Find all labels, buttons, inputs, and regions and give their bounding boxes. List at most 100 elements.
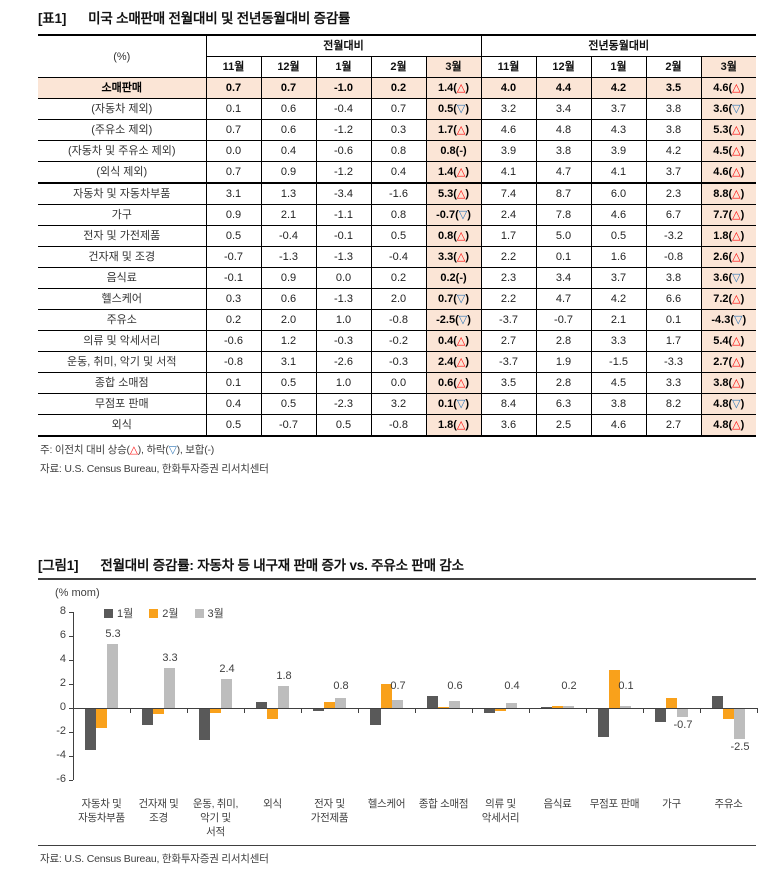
cell-mom-value: 0.3 [205,288,262,310]
cell-yoy-value: 3.8 [535,140,592,162]
chart-bar-1월 [541,707,552,708]
cell-mom-value: 0.0 [315,267,372,289]
x-tick [415,708,416,713]
table-row: (주유소 제외) 0.7 0.6 -1.2 0.3 1.7(△) 4.6 4.8 4.3 3.8 5… [38,119,757,141]
cell-yoy-value: 2.1 [590,309,647,331]
x-category-label: 외식 [263,798,282,810]
legend-swatch-icon [104,608,113,618]
table-row: 외식 0.5 -0.7 0.5 -0.8 1.8(△) 3.6 2.5 4.6 2.7 4.8(△) [38,414,757,437]
cell-yoy-march: 7.2(△) [700,288,757,310]
cell-yoy-value: 8.2 [645,393,702,415]
legend-item-1월: 1월 [104,605,133,621]
table-row: 운동, 취미, 악기 및 서적 -0.8 3.1 -2.6 -0.3 2.4(△) -3.7… [38,351,757,373]
cell-yoy-value: 4.6 [480,119,537,141]
x-tick [187,708,188,713]
chart-legend: 1월 2월 3월 [104,605,224,621]
cell-mom-value: -2.6 [315,351,372,373]
chart-bar-3월 [506,703,517,708]
chart-bar-3월 [449,700,460,708]
y-tick-label: 6 [59,629,66,641]
cell-mom-value: 0.7 [205,161,262,184]
cell-mom-value: 0.5 [260,372,317,394]
cell-mom-value: 0.2 [370,267,427,289]
table-row: 음식료 -0.1 0.9 0.0 0.2 0.2(-) 2.3 3.4 3.7 3.8 3.6(▽) [38,267,757,289]
chart-bar-3월 [392,699,403,708]
cell-mom-value: -1.3 [260,246,317,268]
cell-yoy-value: -1.5 [590,351,647,373]
cell-yoy-value: 4.6 [590,414,647,437]
cell-yoy-value: 6.0 [590,182,647,205]
month-header-cell: 2월 [370,56,427,78]
row-label: 헬스케어 [38,288,207,310]
cell-yoy-value: 1.6 [590,246,647,268]
cell-mom-march: 0.8(△) [425,225,482,247]
chart-bar-3월 [278,686,289,708]
cell-yoy-value: 2.3 [480,267,537,289]
y-tick [69,756,73,757]
cell-mom-value: 0.7 [205,77,262,99]
chart-title-divider [38,578,756,580]
cell-yoy-value: 4.1 [480,161,537,184]
cell-yoy-value: 6.3 [535,393,592,415]
retail-sales-table-wrap: (%) 전월대비 전년동월대비 11월 12월 1월 2월 3월 11월 12월 1월 2월 3월… [38,34,757,437]
cell-yoy-value: 3.9 [590,140,647,162]
legend-swatch-icon [194,608,204,618]
y-tick [69,636,73,637]
month-header-cell: 3월 [700,56,757,78]
cell-mom-value: 0.5 [370,225,427,247]
cell-yoy-value: 0.5 [590,225,647,247]
x-tick [586,708,587,713]
bar-value-label: -0.7 [673,719,693,732]
chart-bar-3월 [563,705,574,708]
row-label: 음식료 [38,267,207,289]
table-row: 의류 및 악세서리 -0.6 1.2 -0.3 -0.2 0.4(△) 2.7 2.8 3.3 1… [38,330,757,352]
cell-yoy-value: 5.0 [535,225,592,247]
chart-bar-2월 [153,709,164,714]
cell-yoy-value: -0.7 [535,309,592,331]
chart-bar-3월 [734,709,745,739]
x-category-label: 전자 및 가전제품 [310,798,349,824]
row-label: 주유소 [38,309,207,331]
cell-yoy-value: 6.7 [645,204,702,226]
cell-yoy-value: 4.2 [590,288,647,310]
cell-yoy-march: 3.6(▽) [700,98,757,120]
row-label: 외식 [38,414,207,437]
chart-bar-3월 [677,709,688,718]
month-header-cell: 3월 [425,56,482,78]
y-tick [69,708,73,709]
chart-bar-3월 [620,706,631,708]
chart-bar-2월 [495,709,506,712]
cell-yoy-value: -0.8 [645,246,702,268]
cell-mom-value: -0.8 [370,309,427,331]
chart-plot: 8 6 4 2 0 -2 -4 -6 5.3 3.3 2.4 1.8 0.8 0.7 0.6 0.4 0.2 0.… [56,605,758,785]
cell-yoy-value: 2.2 [480,246,537,268]
y-tick [69,612,73,613]
bar-value-label: 3.3 [162,652,178,665]
bar-value-label: 2.4 [219,663,235,676]
table-row: 전자 및 가전제품 0.5 -0.4 -0.1 0.5 0.8(△) 1.7 5.0 0.5 -3… [38,225,757,247]
legend-label: 1월 [117,608,134,620]
cell-mom-value: -0.6 [315,140,372,162]
cell-yoy-value: 2.8 [535,330,592,352]
cell-mom-value: 0.4 [370,161,427,184]
chart-x-axis-labels: 자동차 및 자동차부품 건자재 및 조경 운동, 취미, 악기 및 서적 외식 전자 및… [73,797,757,839]
row-label: 전자 및 가전제품 [38,225,207,247]
footer-divider [38,845,756,846]
cell-yoy-value: 0.1 [645,309,702,331]
cell-mom-march: 0.4(△) [425,330,482,352]
x-tick [472,708,473,713]
x-category-label: 음식료 [543,798,572,810]
cell-mom-value: -0.3 [315,330,372,352]
cell-yoy-march: -4.3(▽) [700,309,757,331]
x-category-label: 주유소 [714,798,743,810]
chart-bar-2월 [609,669,620,708]
cell-yoy-value: -3.7 [480,351,537,373]
cell-yoy-value: 4.2 [645,140,702,162]
cell-mom-value: 0.5 [205,225,262,247]
bar-value-label: 0.4 [504,680,520,692]
chart-bar-2월 [438,707,449,708]
cell-mom-value: 0.7 [260,77,317,99]
cell-yoy-value: 4.7 [535,161,592,184]
cell-mom-value: 0.7 [370,98,427,120]
